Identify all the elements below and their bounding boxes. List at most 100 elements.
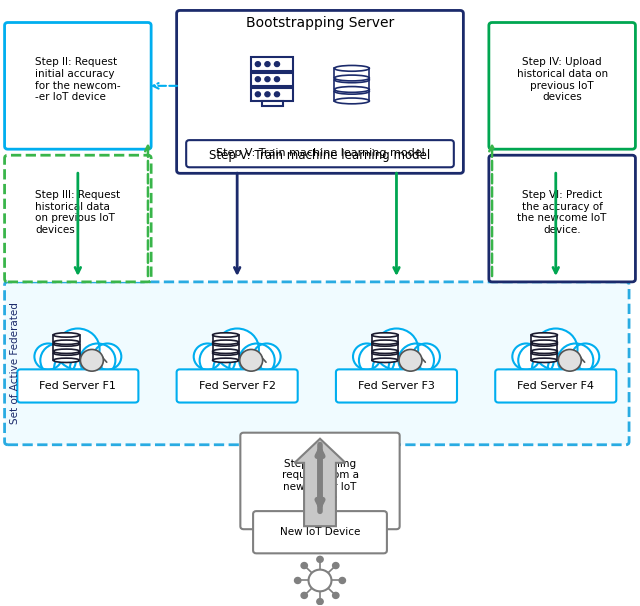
- FancyBboxPatch shape: [252, 88, 293, 101]
- Text: Step V: Train machine learning model: Step V: Train machine learning model: [216, 148, 424, 158]
- Ellipse shape: [334, 88, 369, 94]
- Text: Fed Server F1: Fed Server F1: [40, 381, 116, 391]
- Circle shape: [255, 77, 260, 82]
- Ellipse shape: [372, 342, 398, 346]
- Circle shape: [265, 77, 270, 82]
- Ellipse shape: [531, 349, 557, 353]
- FancyBboxPatch shape: [212, 335, 239, 342]
- Circle shape: [534, 328, 577, 370]
- Ellipse shape: [372, 349, 398, 353]
- FancyBboxPatch shape: [212, 344, 239, 351]
- FancyBboxPatch shape: [252, 73, 293, 86]
- Circle shape: [333, 562, 339, 568]
- FancyBboxPatch shape: [253, 511, 387, 553]
- Ellipse shape: [53, 351, 79, 355]
- Circle shape: [317, 556, 323, 562]
- FancyBboxPatch shape: [531, 335, 557, 342]
- Circle shape: [275, 92, 280, 97]
- Circle shape: [399, 344, 434, 377]
- Circle shape: [56, 328, 100, 370]
- Ellipse shape: [212, 333, 239, 337]
- FancyBboxPatch shape: [177, 10, 463, 173]
- Circle shape: [93, 344, 122, 370]
- Circle shape: [557, 344, 593, 377]
- Ellipse shape: [372, 340, 398, 344]
- Ellipse shape: [531, 333, 557, 337]
- Circle shape: [70, 353, 102, 383]
- Circle shape: [255, 62, 260, 67]
- FancyBboxPatch shape: [53, 353, 79, 361]
- Circle shape: [253, 344, 280, 370]
- Ellipse shape: [212, 340, 239, 344]
- FancyBboxPatch shape: [531, 353, 557, 361]
- Circle shape: [265, 62, 270, 67]
- Ellipse shape: [334, 87, 369, 92]
- Ellipse shape: [531, 351, 557, 355]
- FancyBboxPatch shape: [4, 22, 151, 149]
- Text: Step IV: Upload
historical data on
previous IoT
devices: Step IV: Upload historical data on previ…: [516, 58, 608, 102]
- Ellipse shape: [334, 98, 369, 104]
- Text: New IoT Device: New IoT Device: [280, 527, 360, 538]
- Ellipse shape: [334, 77, 369, 82]
- Ellipse shape: [334, 65, 369, 72]
- Polygon shape: [294, 439, 346, 526]
- Circle shape: [388, 353, 420, 383]
- Circle shape: [301, 562, 307, 568]
- Circle shape: [200, 344, 235, 377]
- FancyBboxPatch shape: [241, 433, 399, 529]
- FancyBboxPatch shape: [489, 155, 636, 282]
- Circle shape: [375, 328, 418, 370]
- FancyBboxPatch shape: [177, 369, 298, 402]
- Circle shape: [229, 353, 261, 383]
- Text: Step II: Request
initial accuracy
for the newcom-
-er IoT device: Step II: Request initial accuracy for th…: [35, 58, 121, 102]
- FancyBboxPatch shape: [334, 80, 369, 90]
- FancyBboxPatch shape: [53, 344, 79, 351]
- Circle shape: [308, 570, 332, 591]
- Text: Step I: Joining
request from a
newcomer IoT
device: Step I: Joining request from a newcomer …: [282, 459, 358, 504]
- Circle shape: [372, 353, 404, 383]
- Circle shape: [265, 92, 270, 97]
- Text: Step VI: Predict
the accuracy of
the newcome IoT
device.: Step VI: Predict the accuracy of the new…: [518, 190, 607, 235]
- Ellipse shape: [372, 333, 398, 337]
- Text: Fed Server F2: Fed Server F2: [198, 381, 276, 391]
- FancyBboxPatch shape: [336, 369, 457, 402]
- Circle shape: [40, 344, 76, 377]
- Circle shape: [35, 344, 62, 370]
- Ellipse shape: [212, 349, 239, 353]
- Circle shape: [558, 350, 581, 371]
- Text: Fed Server F3: Fed Server F3: [358, 381, 435, 391]
- FancyBboxPatch shape: [334, 68, 369, 78]
- Ellipse shape: [53, 349, 79, 353]
- Circle shape: [275, 77, 280, 82]
- Ellipse shape: [53, 358, 79, 362]
- FancyBboxPatch shape: [372, 353, 398, 361]
- FancyBboxPatch shape: [252, 58, 293, 71]
- Ellipse shape: [53, 342, 79, 346]
- Circle shape: [353, 344, 381, 370]
- Circle shape: [239, 344, 275, 377]
- Ellipse shape: [53, 340, 79, 344]
- FancyBboxPatch shape: [334, 92, 369, 101]
- Circle shape: [255, 92, 260, 97]
- Ellipse shape: [372, 358, 398, 362]
- Circle shape: [240, 350, 262, 371]
- Circle shape: [294, 578, 301, 584]
- Circle shape: [359, 344, 394, 377]
- Circle shape: [518, 344, 554, 377]
- Circle shape: [81, 350, 103, 371]
- Circle shape: [399, 350, 422, 371]
- Text: Fed Server F4: Fed Server F4: [517, 381, 595, 391]
- Text: Step III: Request
historical data
on previous IoT
devices: Step III: Request historical data on pre…: [35, 190, 120, 235]
- Ellipse shape: [372, 351, 398, 355]
- FancyBboxPatch shape: [489, 22, 636, 149]
- FancyBboxPatch shape: [4, 155, 151, 282]
- Circle shape: [275, 62, 280, 67]
- Circle shape: [317, 599, 323, 605]
- FancyBboxPatch shape: [186, 140, 454, 167]
- Ellipse shape: [531, 342, 557, 346]
- Ellipse shape: [212, 342, 239, 346]
- Circle shape: [54, 353, 86, 383]
- FancyBboxPatch shape: [495, 369, 616, 402]
- Circle shape: [333, 593, 339, 599]
- FancyBboxPatch shape: [262, 101, 283, 105]
